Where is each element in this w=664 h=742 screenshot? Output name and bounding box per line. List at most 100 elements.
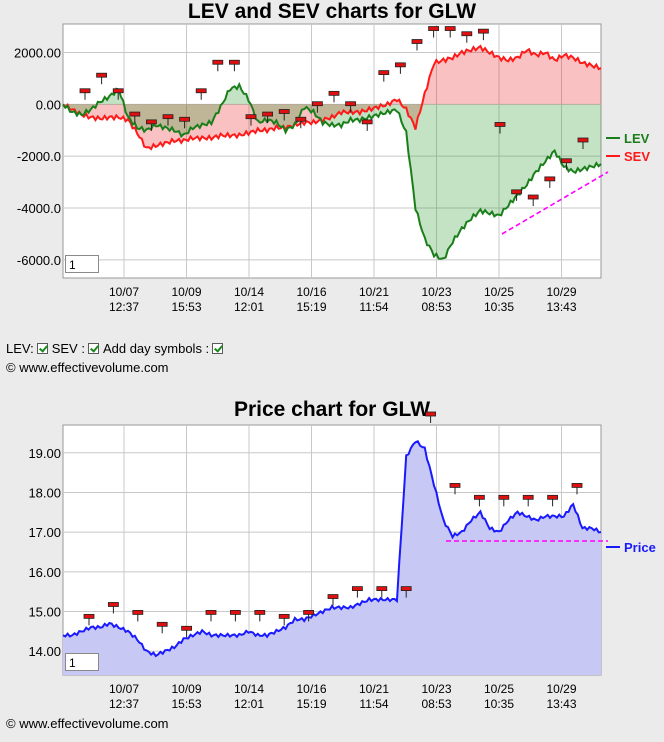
day-marker: [361, 119, 373, 125]
x-tick-label-time: 10:35: [484, 697, 514, 711]
x-tick-label-date: 10/14: [234, 682, 264, 696]
lev-sev-chart-title: LEV and SEV charts for GLW: [187, 0, 477, 23]
x-tick-label-time: 13:43: [546, 697, 576, 711]
x-tick-label-time: 15:19: [296, 300, 326, 314]
day-marker: [229, 610, 241, 615]
sev-label: SEV :: [51, 341, 85, 356]
day-marker: [83, 613, 95, 619]
day-marker: [262, 111, 274, 117]
x-tick-label-date: 10/21: [359, 682, 389, 696]
day-marker: [245, 114, 257, 120]
day-marker: [527, 194, 539, 200]
y-tick-label: -6000.0: [17, 253, 61, 268]
x-tick-label-time: 10:35: [484, 300, 514, 314]
day-marker: [328, 90, 340, 96]
y-tick-label: -2000.0: [17, 149, 61, 164]
sev-area: [63, 47, 601, 149]
day-marker: [129, 111, 141, 117]
legend-label: LEV: [624, 131, 650, 146]
day-marker: [561, 158, 572, 164]
day-symbols-checkbox[interactable]: [212, 343, 224, 354]
y-tick-label: 17.00: [28, 525, 61, 540]
day-marker: [278, 613, 290, 619]
x-tick-label-time: 08:53: [421, 300, 451, 314]
day-marker: [179, 116, 191, 122]
price-area: [63, 441, 601, 675]
x-tick-label-date: 10/21: [359, 285, 389, 299]
plot-area: [62, 424, 602, 676]
day-marker: [428, 26, 440, 31]
day-marker: [96, 72, 107, 78]
lev-sev-zoom-input[interactable]: 1: [65, 255, 99, 273]
x-tick-label-date: 10/29: [546, 682, 576, 696]
day-marker: [112, 88, 124, 94]
x-tick-label-time: 12:01: [234, 300, 264, 314]
x-tick-label-time: 12:01: [234, 697, 264, 711]
x-tick-label-date: 10/25: [484, 285, 514, 299]
x-tick-label-date: 10/14: [234, 285, 264, 299]
price-line: [62, 440, 602, 658]
x-tick-label-time: 12:37: [109, 300, 139, 314]
trend-line: [501, 171, 609, 235]
day-marker: [378, 70, 390, 76]
y-tick-label: 15.00: [28, 605, 61, 620]
y-tick-label: 19.00: [28, 446, 61, 461]
x-tick-label-time: 08:53: [421, 697, 451, 711]
copyright-top: © www.effectivevolume.com: [6, 360, 169, 375]
day-marker: [511, 189, 523, 195]
day-marker: [376, 586, 388, 592]
day-marker: [327, 594, 339, 599]
day-marker: [577, 137, 589, 143]
x-tick-label-date: 10/23: [421, 682, 451, 696]
price-chart-title: Price chart for GLW: [233, 398, 431, 421]
day-marker: [311, 101, 323, 107]
day-marker: [181, 625, 193, 631]
day-marker: [400, 586, 412, 592]
day-marker: [345, 101, 357, 107]
x-tick-label-time: 11:54: [359, 300, 388, 314]
y-tick-label: -4000.0: [17, 201, 61, 216]
day-marker: [411, 39, 423, 44]
legend-label: Price: [624, 540, 656, 555]
x-tick-label-date: 10/16: [296, 682, 326, 696]
day-marker: [571, 483, 583, 488]
day-marker: [477, 28, 489, 34]
lev-checkbox[interactable]: [36, 343, 48, 354]
y-tick-label: 18.00: [28, 485, 61, 500]
day-marker: [444, 26, 456, 31]
day-marker: [494, 122, 506, 127]
day-marker: [205, 610, 217, 615]
day-marker: [544, 176, 556, 182]
day-symbols-label: Add day symbols :: [102, 341, 210, 356]
day-marker: [132, 610, 144, 615]
chart-options: LEV: SEV : Add day symbols :: [6, 341, 227, 356]
day-marker: [79, 88, 91, 94]
day-marker: [498, 494, 510, 500]
day-marker: [449, 483, 461, 488]
day-marker: [522, 494, 534, 500]
x-tick-label-time: 11:54: [359, 697, 388, 711]
y-tick-label: 14.00: [28, 644, 61, 659]
y-tick-label: 2000.00: [14, 46, 61, 61]
sev-checkbox[interactable]: [87, 343, 99, 354]
plot-area: [62, 23, 602, 279]
x-tick-label-date: 10/07: [109, 682, 139, 696]
y-tick-label: 0.00: [36, 97, 61, 112]
day-marker: [351, 586, 363, 592]
day-marker: [228, 59, 240, 65]
day-marker: [394, 62, 406, 68]
price-zoom-input[interactable]: 1: [65, 653, 99, 671]
day-marker: [303, 610, 315, 615]
lev-line: [62, 81, 602, 260]
legend-label: SEV: [624, 149, 650, 164]
x-tick-label-date: 10/09: [171, 682, 201, 696]
x-tick-label-time: 12:37: [109, 697, 139, 711]
day-marker: [108, 602, 119, 607]
x-tick-label-time: 15:53: [171, 300, 201, 314]
day-marker: [473, 494, 485, 500]
sev-line: [62, 44, 602, 151]
x-tick-label-date: 10/25: [484, 682, 514, 696]
x-tick-label-time: 15:19: [296, 697, 326, 711]
x-tick-label-date: 10/23: [421, 285, 451, 299]
